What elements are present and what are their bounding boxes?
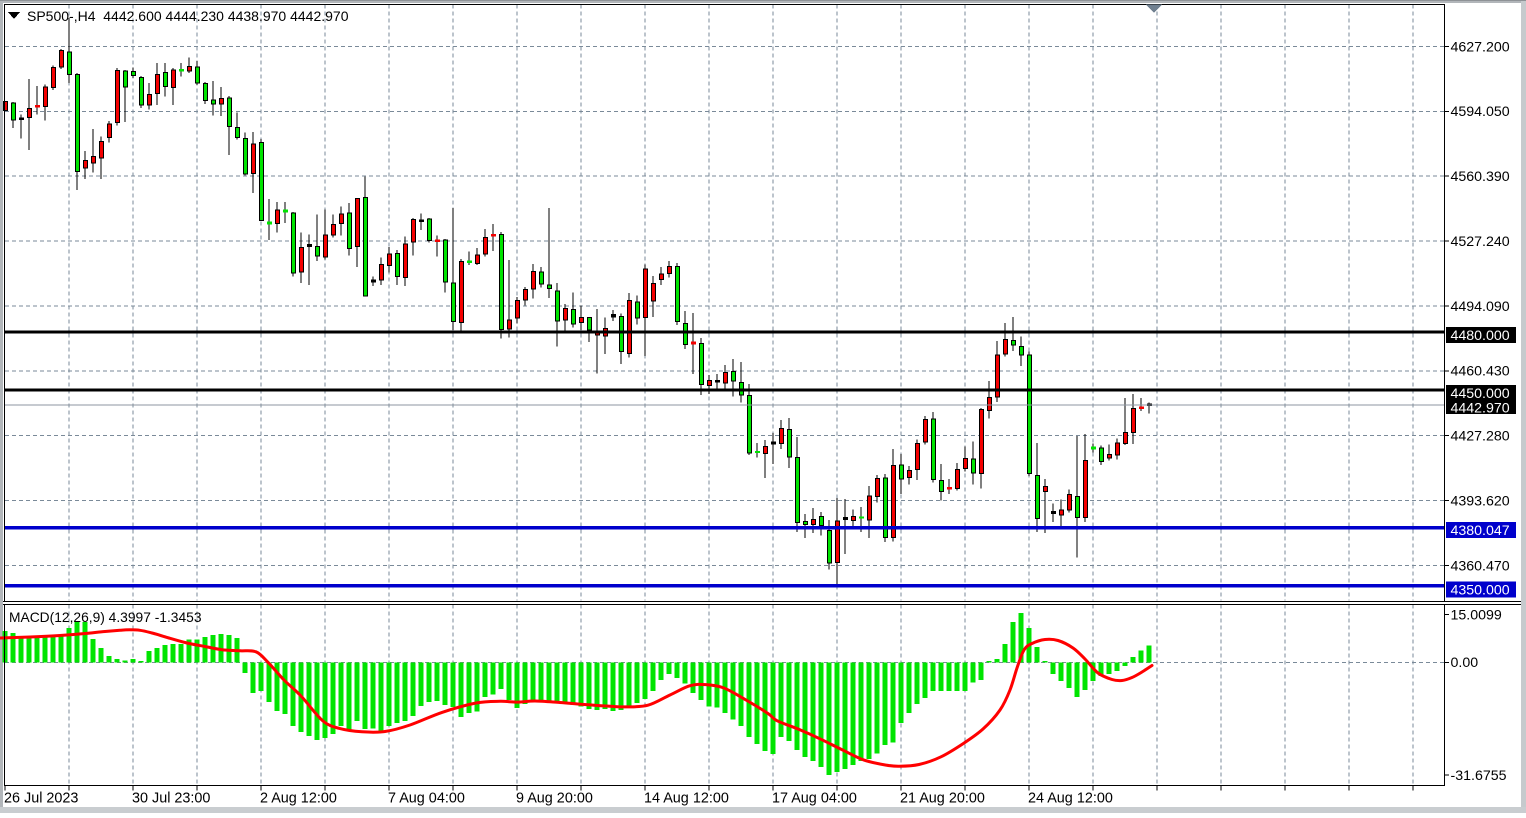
svg-text:7 Aug 04:00: 7 Aug 04:00 xyxy=(388,791,465,807)
svg-text:4594.050: 4594.050 xyxy=(1451,104,1510,120)
svg-text:4350.000: 4350.000 xyxy=(1451,582,1510,598)
svg-text:SP500-,H4 4442.600 4444.230 4: SP500-,H4 4442.600 4444.230 4438.970 444… xyxy=(27,8,349,24)
svg-text:4427.280: 4427.280 xyxy=(1451,429,1510,445)
svg-text:4560.390: 4560.390 xyxy=(1451,169,1510,185)
svg-text:2 Aug 12:00: 2 Aug 12:00 xyxy=(260,791,337,807)
svg-text:30 Jul 23:00: 30 Jul 23:00 xyxy=(132,791,210,807)
svg-text:15.0099: 15.0099 xyxy=(1451,607,1502,623)
svg-text:4360.470: 4360.470 xyxy=(1451,558,1510,574)
svg-text:0.00: 0.00 xyxy=(1451,655,1479,671)
svg-text:4442.970: 4442.970 xyxy=(1451,401,1510,417)
svg-text:9 Aug 20:00: 9 Aug 20:00 xyxy=(516,791,593,807)
svg-text:26 Jul 2023: 26 Jul 2023 xyxy=(4,791,78,807)
svg-text:17 Aug 04:00: 17 Aug 04:00 xyxy=(772,791,857,807)
svg-text:4480.000: 4480.000 xyxy=(1451,328,1510,344)
svg-text:24 Aug 12:00: 24 Aug 12:00 xyxy=(1028,791,1113,807)
svg-text:4393.620: 4393.620 xyxy=(1451,493,1510,509)
svg-text:MACD(12,26,9) 4.3997 -1.3453: MACD(12,26,9) 4.3997 -1.3453 xyxy=(9,610,202,625)
svg-text:4627.200: 4627.200 xyxy=(1451,39,1510,55)
svg-text:-31.6755: -31.6755 xyxy=(1451,768,1507,784)
svg-text:4380.047: 4380.047 xyxy=(1451,523,1510,539)
svg-text:4460.430: 4460.430 xyxy=(1451,364,1510,380)
svg-text:4527.240: 4527.240 xyxy=(1451,234,1510,250)
svg-text:4494.090: 4494.090 xyxy=(1451,299,1510,315)
svg-text:21 Aug 20:00: 21 Aug 20:00 xyxy=(900,791,985,807)
svg-text:4450.000: 4450.000 xyxy=(1451,386,1510,402)
svg-text:14 Aug 12:00: 14 Aug 12:00 xyxy=(644,791,729,807)
